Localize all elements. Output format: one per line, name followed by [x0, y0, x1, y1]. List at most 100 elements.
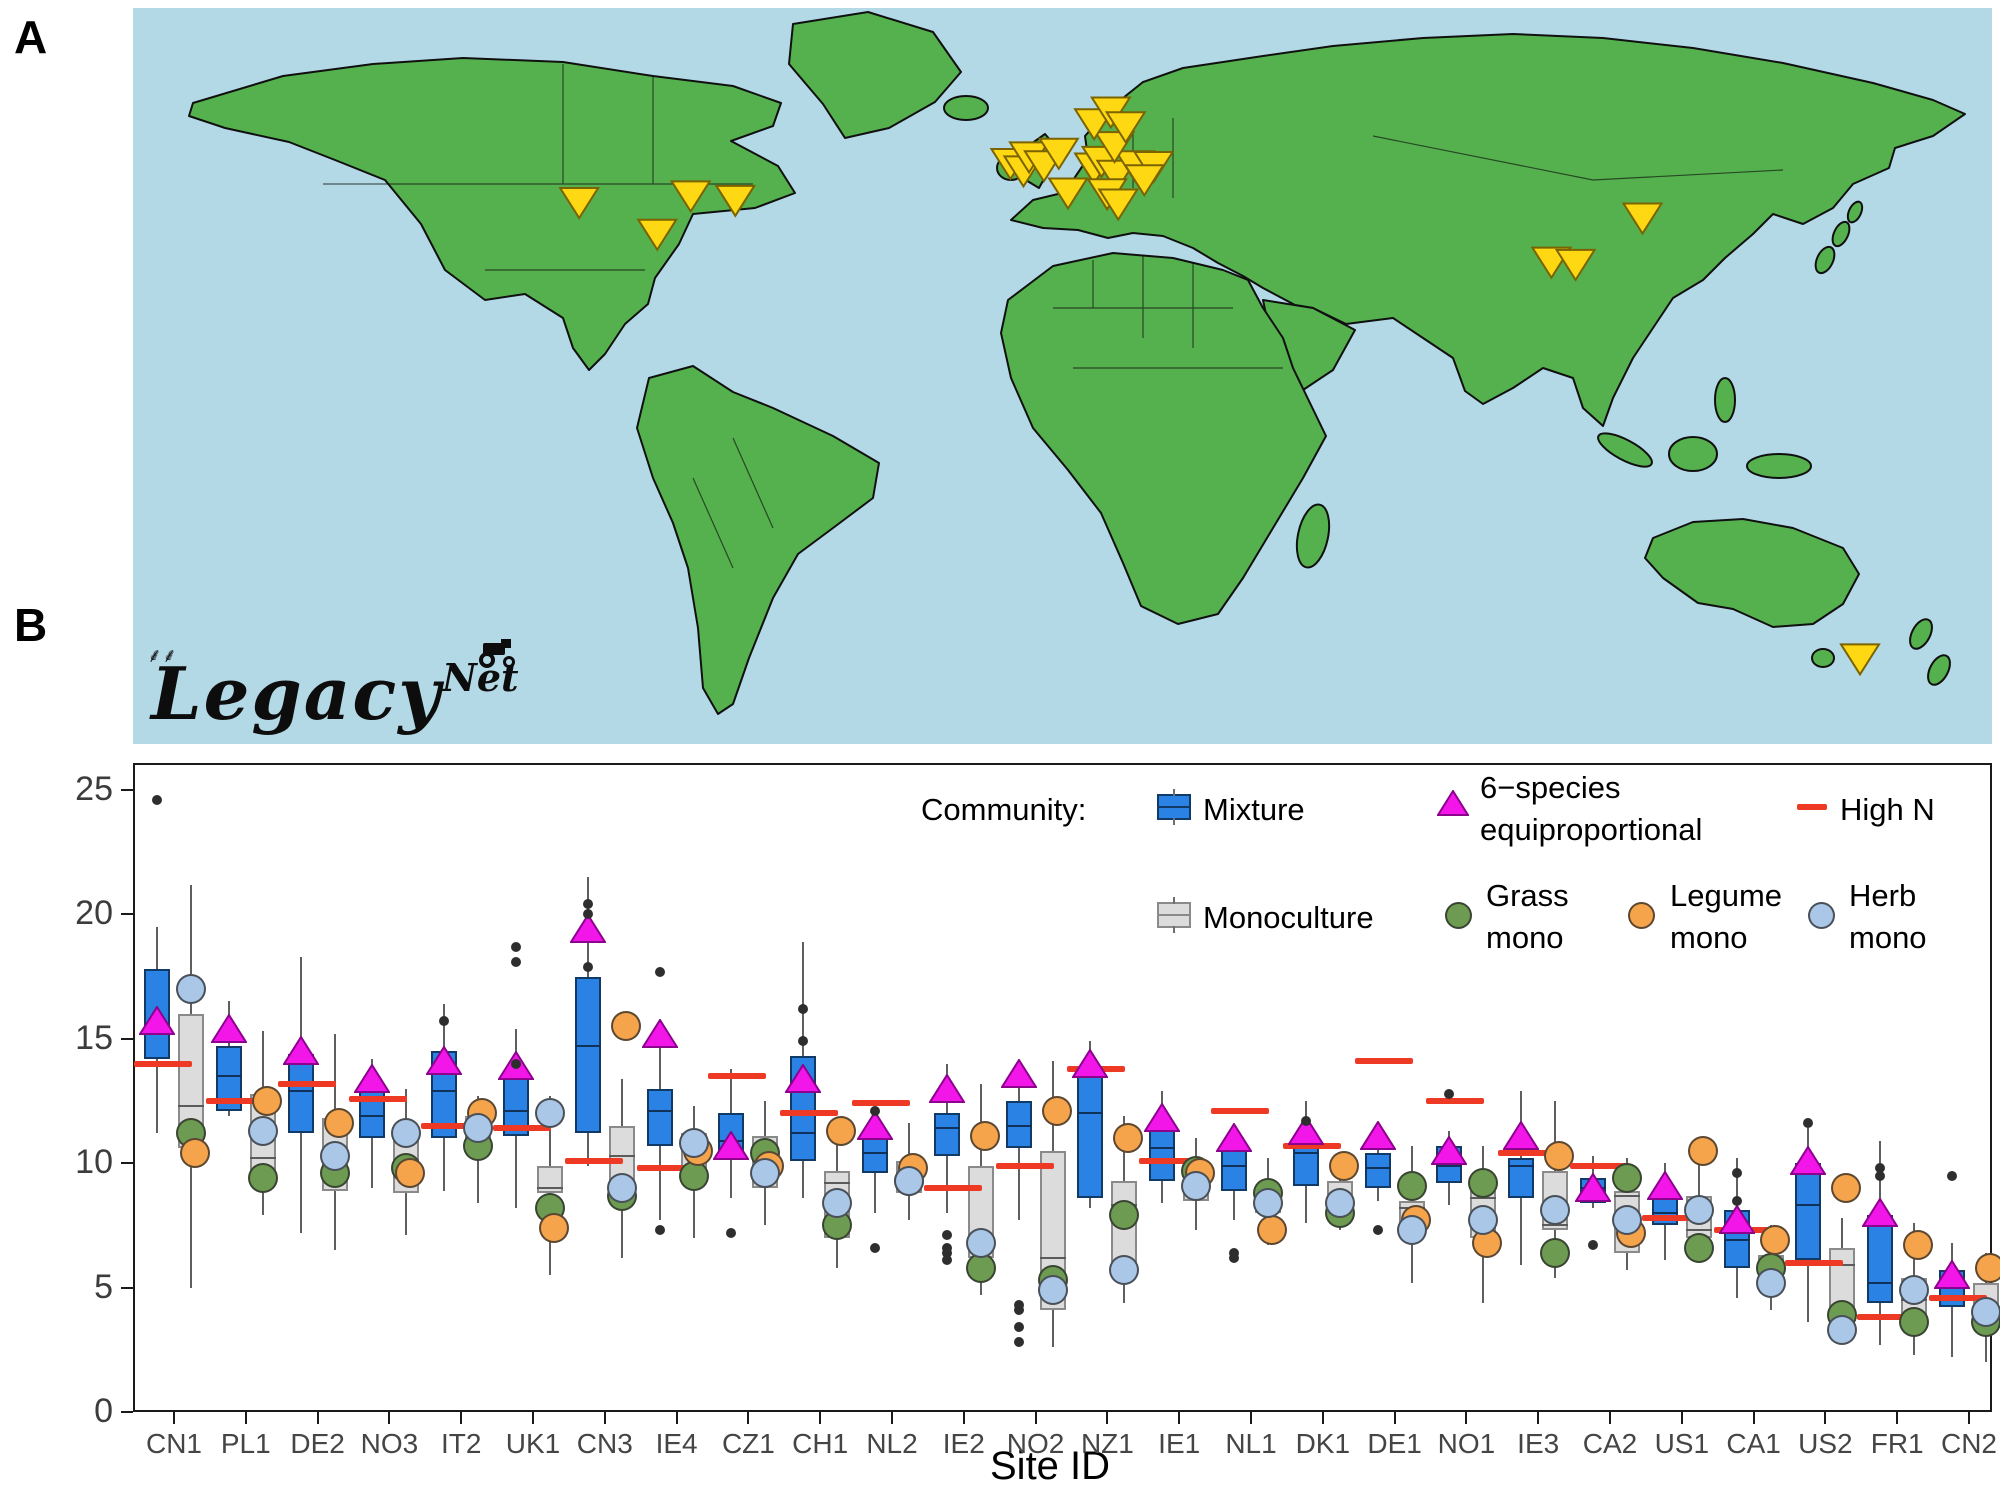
boxplot-group-CN2-high-n — [1929, 1294, 1987, 1301]
boxplot-group-IE1-six-species-triangle — [1143, 1102, 1181, 1133]
x-tick-NO3 — [388, 1412, 391, 1424]
boxplot-group-IT2-six-species-triangle — [425, 1045, 463, 1076]
boxplot-group-CA2-outlier-0 — [1588, 1240, 1598, 1251]
boxplot-group-DK1-high-n — [1282, 1142, 1341, 1149]
boxplot-group-US2-legume-mono — [1831, 1173, 1862, 1204]
boxplot-group-CN1-outlier-0 — [152, 794, 162, 805]
boxplot-group-NL2-mix-median — [862, 1152, 888, 1155]
map-site-marker-US2 — [714, 184, 757, 218]
boxplot-group-CH1-outlier-0 — [798, 1003, 809, 1014]
x-tick-PL1 — [244, 1412, 247, 1424]
boxplot-group-IE3-six-species-triangle — [1502, 1119, 1540, 1150]
x-tick-label-NO2: NO2 — [1006, 1428, 1065, 1459]
boxplot-group-IE3-grass-mono — [1540, 1237, 1571, 1268]
x-tick-NL1 — [1250, 1412, 1252, 1424]
boxplot-group-US1-mono-median — [1685, 1229, 1712, 1232]
y-tick-label-5: 5 — [94, 1267, 113, 1306]
y-tick-10 — [121, 1162, 133, 1165]
boxplot-group-CA1-outlier-1 — [1731, 1195, 1742, 1206]
map-site-marker-US1 — [558, 187, 600, 220]
x-tick-label-DK1: DK1 — [1295, 1428, 1351, 1459]
y-tick-25 — [121, 789, 133, 791]
boxplot-group-PL1-legume-mono — [251, 1086, 282, 1116]
boxplot-group-DE2-high-n — [277, 1080, 336, 1087]
boxplot-group-CN3-mono-median — [608, 1154, 635, 1157]
boxplot-group-IE4-high-n — [636, 1165, 695, 1172]
boxplot-group-NO2-legume-mono — [1041, 1095, 1072, 1126]
x-tick-label-IE3: IE3 — [1517, 1428, 1560, 1459]
boxplot-group-NL1-high-n — [1211, 1107, 1269, 1114]
x-tick-label-CN2: CN2 — [1940, 1428, 1997, 1459]
x-tick-label-DE2: DE2 — [290, 1428, 345, 1459]
boxplot-group-NZ1-mix-median — [1077, 1112, 1104, 1115]
x-tick-DE2 — [316, 1412, 319, 1424]
boxplot-group-US2-mono-box — [1829, 1247, 1856, 1308]
legend-high-n-key — [1797, 804, 1827, 810]
boxplot-group-NL2-high-n — [852, 1100, 910, 1107]
boxplot-group-PL1-herb-mono — [247, 1115, 278, 1146]
legacynet-logo: ⸙⸙ LegacyNet — [147, 639, 519, 730]
legend-monoculture-label: Monoculture — [1203, 900, 1374, 935]
logo-text: Legacy — [151, 651, 443, 736]
x-tick-label-IE4: IE4 — [655, 1428, 698, 1459]
plot-area — [133, 763, 1992, 1412]
boxplot-group-NO2-outlier-1 — [1013, 1304, 1024, 1315]
boxplot-group-US1-mix-median — [1651, 1211, 1678, 1214]
panel-b-label: B — [14, 599, 48, 651]
x-tick-DE1 — [1393, 1412, 1396, 1424]
boxplot-group-IE4-herb-mono — [678, 1128, 709, 1159]
boxplot-group-CN3-legume-mono — [610, 1011, 641, 1042]
boxplot-group-US2-outlier-0 — [1803, 1118, 1814, 1129]
legend-mixture-label: Mixture — [1203, 792, 1305, 827]
boxplot-group-FR1-six-species-triangle — [1861, 1197, 1899, 1227]
boxplot-group-NO2-herb-mono — [1037, 1275, 1068, 1306]
boxplot-group-DK1-herb-mono — [1324, 1188, 1355, 1218]
boxplot-group-IE3-legume-mono — [1544, 1140, 1575, 1171]
boxplot-group-DE1-six-species-triangle — [1358, 1119, 1397, 1150]
legend-herb-line1: Herb — [1849, 878, 1917, 913]
boxplot-group-NL1-mix-box — [1221, 1145, 1247, 1191]
boxplot-group-FR1-herb-mono — [1899, 1275, 1930, 1306]
y-tick-label-15: 15 — [75, 1018, 113, 1057]
x-tick-US2 — [1824, 1412, 1827, 1424]
boxplot-group-NL1-mix-median — [1221, 1164, 1247, 1167]
boxplot-group-IE1-herb-mono — [1181, 1170, 1212, 1201]
boxplot-group-CH1-high-n — [780, 1110, 839, 1117]
map-site-marker-IT2 — [1097, 188, 1140, 222]
boxplot-group-CN3-six-species-triangle — [568, 913, 607, 944]
x-axis-title: Site ID — [990, 1444, 1111, 1488]
boxplot-group-NO3-legume-mono — [395, 1158, 426, 1189]
boxplot-group-NZ1-six-species-triangle — [1071, 1047, 1110, 1078]
x-tick-CN2 — [1968, 1412, 1970, 1424]
boxplot-group-US2-mix-median — [1795, 1204, 1822, 1207]
boxplot-group-UK1-high-n — [493, 1125, 551, 1132]
boxplot-group-CZ1-six-species-triangle — [712, 1129, 751, 1160]
boxplot-group-NL2-six-species-triangle — [856, 1109, 894, 1140]
legend-legume-key — [1628, 902, 1655, 929]
x-tick-label-US1: US1 — [1654, 1428, 1710, 1459]
x-tick-label-IT2: IT2 — [440, 1428, 482, 1459]
world-map-panel: ⸙⸙ LegacyNet — [133, 8, 1992, 744]
boxplot-group-IT2-high-n — [421, 1122, 480, 1129]
legend-six-species-line2: equiproportional — [1480, 812, 1703, 847]
boxplot-group-DE1-mix-median — [1364, 1167, 1391, 1170]
map-site-marker-CZ1 — [1123, 164, 1166, 198]
boxplot-group-IT2-mix-median — [431, 1090, 458, 1093]
boxplot-group-IT2-outlier-0 — [439, 1016, 450, 1027]
boxplot-group-CA2-six-species-triangle — [1574, 1172, 1612, 1203]
boxplot-group-NL2-outlier-1 — [870, 1242, 880, 1253]
boxplot-group-IE2-herb-mono — [965, 1227, 996, 1258]
boxplot-group-NO3-mix-median — [359, 1114, 386, 1117]
boxplot-group-CA1-outlier-0 — [1731, 1168, 1742, 1179]
x-tick-IT2 — [460, 1412, 463, 1424]
x-tick-label-NL1: NL1 — [1225, 1428, 1277, 1459]
boxplot-group-NZ1-mix-box — [1077, 1076, 1104, 1199]
boxplot-group-UK1-outlier-0 — [511, 941, 521, 952]
boxplot-group-FR1-mix-median — [1867, 1281, 1894, 1284]
boxplot-group-NO2-outlier-3 — [1013, 1337, 1024, 1348]
x-tick-label-NO3: NO3 — [360, 1428, 419, 1459]
boxplot-group-IE4-outlier-1 — [654, 1225, 665, 1236]
boxplot-group-US2-six-species-triangle — [1789, 1144, 1828, 1175]
boxplot-group-IE4-six-species-triangle — [640, 1017, 679, 1048]
boxplot-group-NO2-mix-median — [1005, 1124, 1032, 1127]
